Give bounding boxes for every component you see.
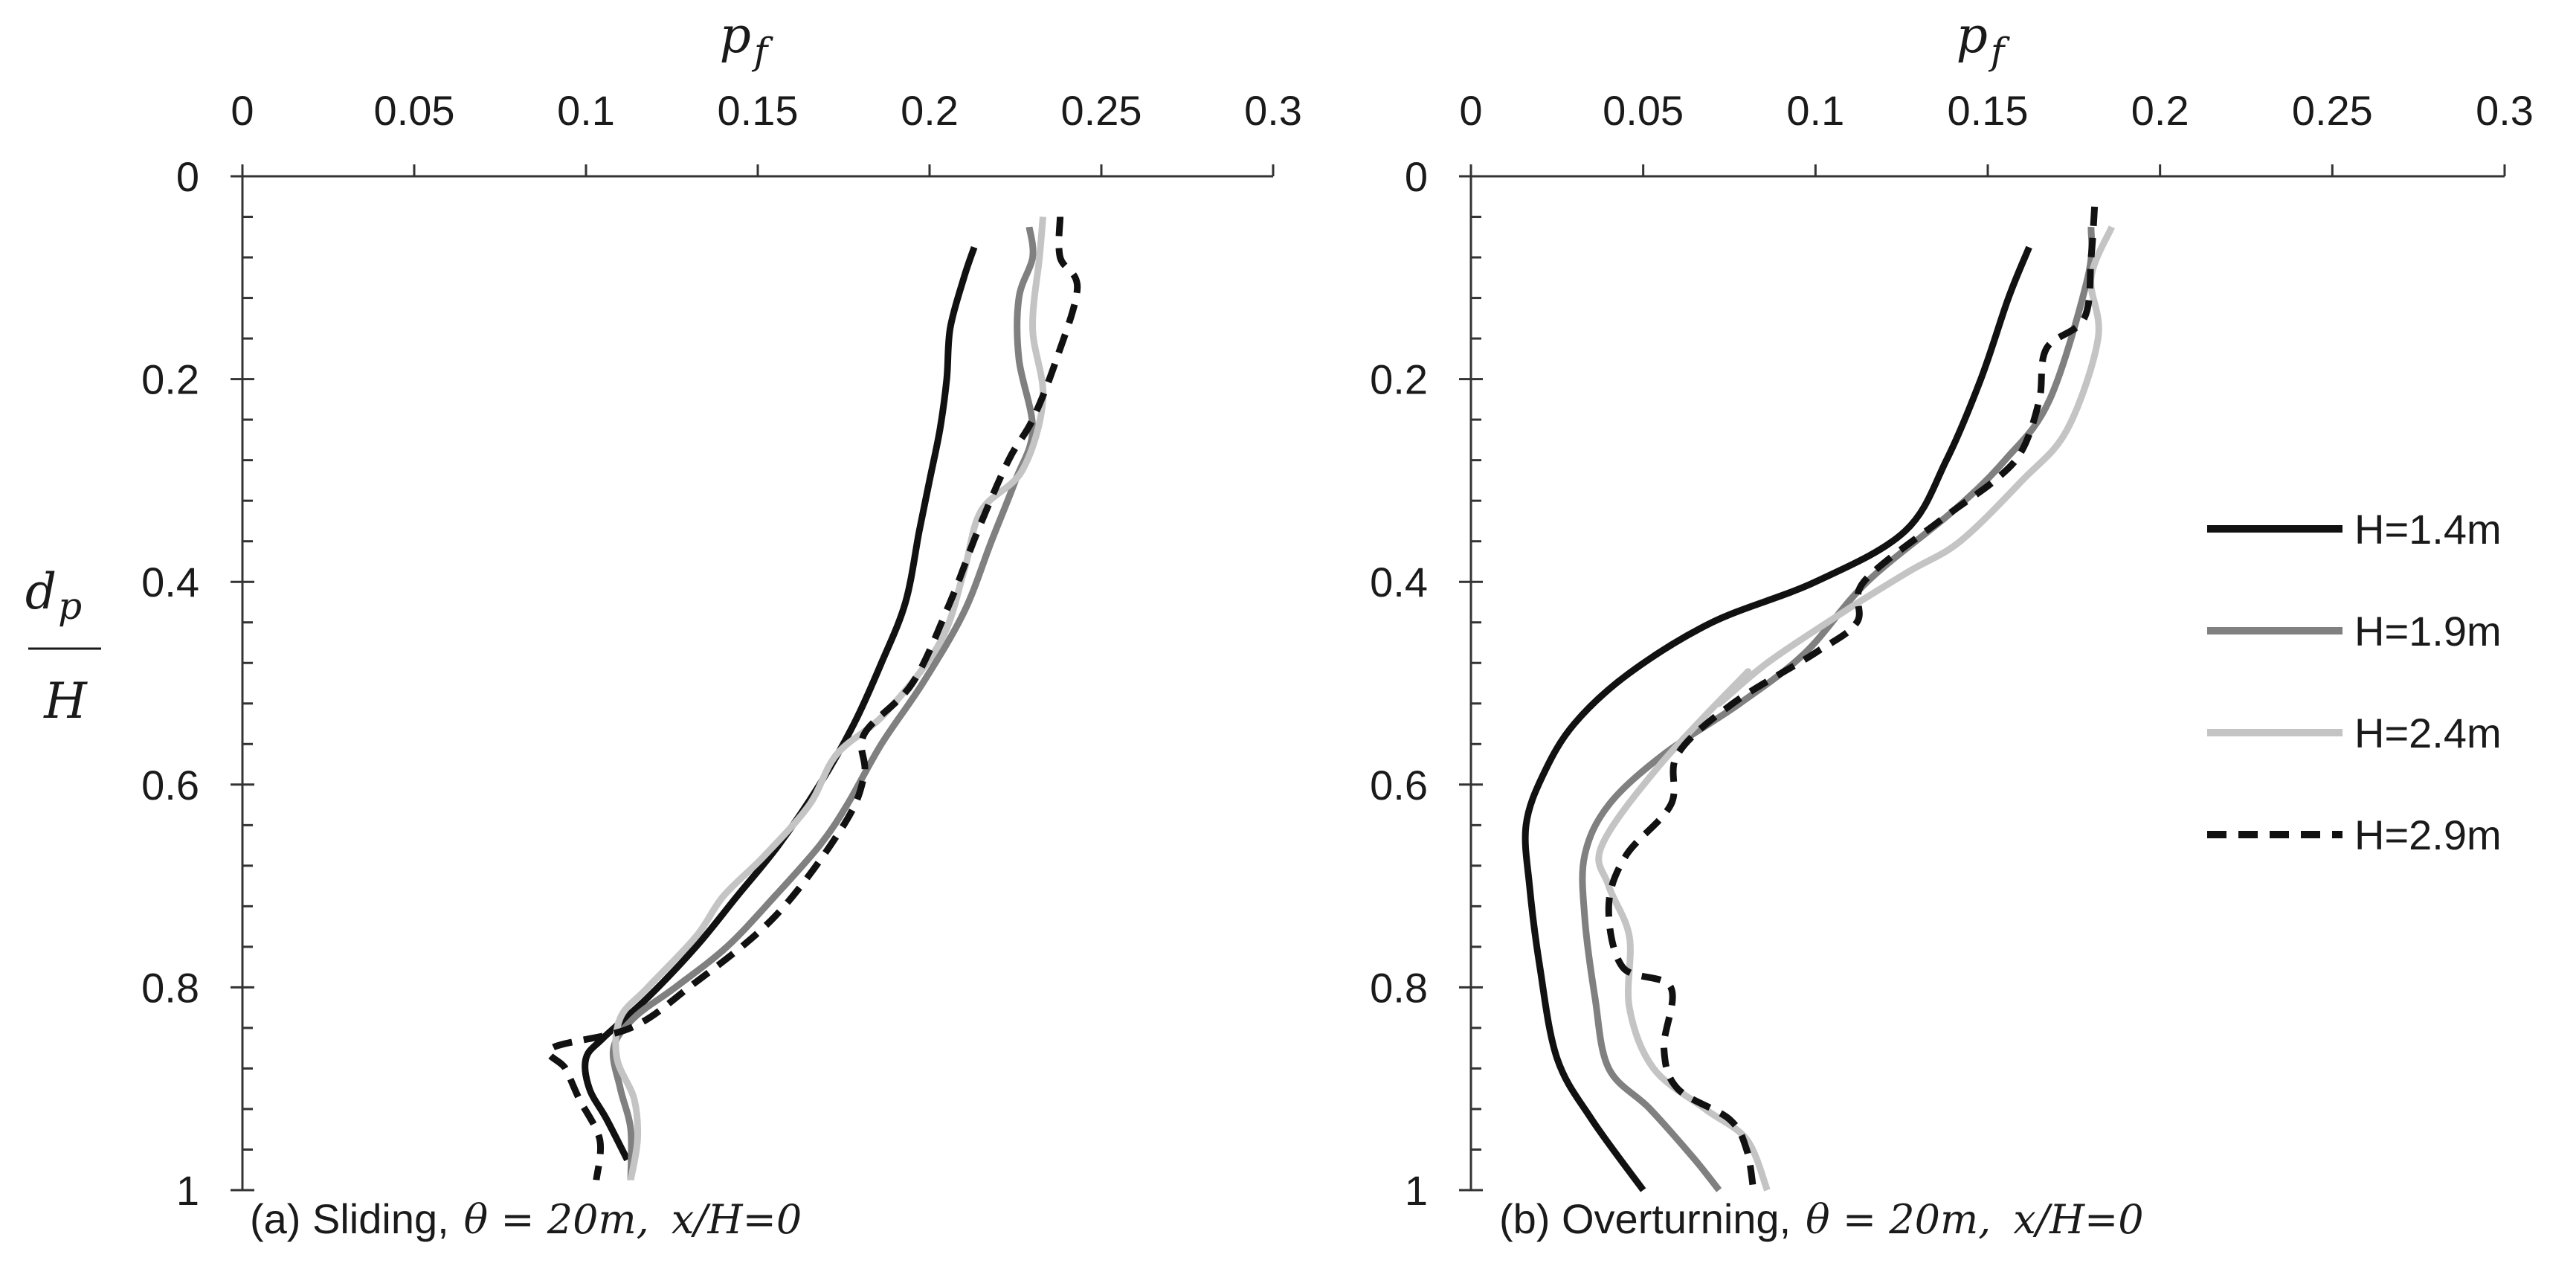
y-axis-denominator: H bbox=[43, 672, 88, 730]
series-line-H=2.9m bbox=[1605, 206, 2099, 1191]
x-tick-label: 0.15 bbox=[1948, 87, 2029, 134]
x-tick-label: 0.25 bbox=[2292, 87, 2373, 134]
legend-label: H=1.9m bbox=[2354, 608, 2502, 655]
y-tick-label: 0 bbox=[1405, 153, 1428, 200]
x-axis-title: pf bbox=[1957, 7, 2010, 73]
y-axis-numerator: dp bbox=[25, 563, 82, 628]
x-axis-title: pf bbox=[720, 7, 773, 73]
series-line-H=1.9m bbox=[1579, 226, 2096, 1192]
y-tick-label: 0.8 bbox=[1370, 964, 1428, 1011]
legend-label: H=1.4m bbox=[2354, 506, 2502, 553]
panel-caption: (a) Sliding, θ = 20m, x/H=0 bbox=[250, 1195, 802, 1243]
series-line-H=2.9m bbox=[545, 216, 1081, 1180]
x-tick-label: 0.05 bbox=[1603, 87, 1684, 134]
y-tick-label: 0.2 bbox=[1370, 356, 1428, 403]
x-tick-label: 0.2 bbox=[2131, 87, 2189, 134]
axis-ticks: 0 0.05 0.1 0.15 0.2 0.25 0.3 0 0.2 0.4 0.6 0.8 1 bbox=[1370, 87, 2534, 1214]
x-tick-label: 0 bbox=[1459, 87, 1482, 134]
y-tick-label: 0.6 bbox=[1370, 762, 1428, 809]
panel-sliding: pf 0 0.05 0.1 0.15 0.2 0.25 0.300.20.40.60.81 … bbox=[141, 7, 1302, 1243]
y-tick-label: 1 bbox=[176, 1167, 199, 1214]
series-lines bbox=[1522, 206, 2115, 1192]
x-tick-label: 0 bbox=[231, 87, 254, 134]
x-tick-label: 0.3 bbox=[2476, 87, 2534, 134]
series-line-H=1.9m bbox=[609, 226, 1037, 1180]
series-lines bbox=[545, 216, 1081, 1181]
y-tick-label: 0.8 bbox=[141, 964, 199, 1011]
series-line-H=2.4m bbox=[1595, 225, 2115, 1192]
x-tick-label: 0.25 bbox=[1061, 87, 1142, 134]
y-tick-label: 0.4 bbox=[1370, 559, 1428, 605]
legend-label: H=2.9m bbox=[2354, 812, 2502, 858]
series-line-H=1.4m bbox=[1522, 245, 2032, 1192]
x-tick-label: 0.05 bbox=[374, 87, 455, 134]
y-axis-title: dp H bbox=[25, 563, 101, 730]
y-tick-label: 0.6 bbox=[141, 762, 199, 809]
panel-caption: (b) Overturning, θ = 20m, x/H=0 bbox=[1499, 1195, 2144, 1243]
y-tick-label: 0 bbox=[176, 153, 199, 200]
legend: H=1.4m H=1.9m H=2.4m H=2.9m bbox=[2207, 506, 2502, 858]
axis-ticks: 0 0.05 0.1 0.15 0.2 0.25 0.3 0 0.2 0.4 0.6 0.8 1 bbox=[141, 87, 1302, 1214]
panel-overturning: pf 0 0.05 0.1 0.15 0.2 0.25 0.300.20.40.60.81 … bbox=[1370, 7, 2534, 1243]
x-tick-label: 0.2 bbox=[901, 87, 959, 134]
legend-label: H=2.4m bbox=[2354, 710, 2502, 756]
y-tick-label: 0.2 bbox=[141, 356, 199, 403]
series-line-H=2.4m bbox=[612, 216, 1047, 1181]
y-tick-label: 0.4 bbox=[141, 559, 199, 605]
x-tick-label: 0.3 bbox=[1244, 87, 1302, 134]
series-line-H=1.4m bbox=[582, 245, 978, 1162]
x-tick-label: 0.1 bbox=[1786, 87, 1844, 134]
x-tick-label: 0.1 bbox=[557, 87, 615, 134]
y-tick-label: 1 bbox=[1405, 1167, 1428, 1214]
x-tick-label: 0.15 bbox=[718, 87, 799, 134]
